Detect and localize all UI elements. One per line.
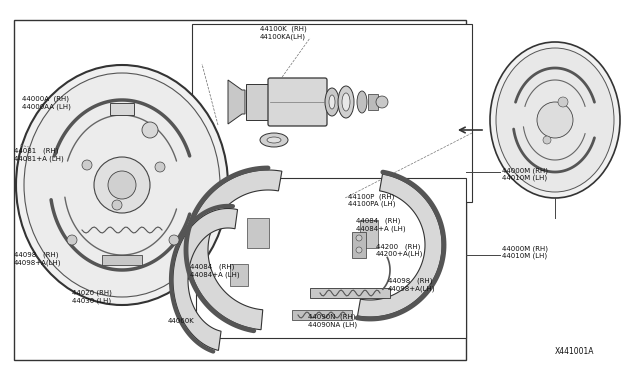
Bar xyxy=(292,310,352,320)
Ellipse shape xyxy=(490,42,620,198)
Text: X441001A: X441001A xyxy=(555,347,595,356)
Bar xyxy=(14,20,466,360)
Circle shape xyxy=(112,200,122,210)
Circle shape xyxy=(94,157,150,213)
Ellipse shape xyxy=(342,93,350,111)
Bar xyxy=(196,178,466,338)
Text: 44020 (RH)
44030 (LH): 44020 (RH) 44030 (LH) xyxy=(72,290,112,304)
Bar xyxy=(110,103,134,115)
Text: 44090N  (RH)
44090NA (LH): 44090N (RH) 44090NA (LH) xyxy=(308,314,357,328)
Text: 44081   (RH)
44081+A (LH): 44081 (RH) 44081+A (LH) xyxy=(14,148,64,162)
Circle shape xyxy=(142,122,158,138)
Circle shape xyxy=(169,235,179,245)
Circle shape xyxy=(537,102,573,138)
Text: 44200   (RH)
44200+A(LH): 44200 (RH) 44200+A(LH) xyxy=(376,243,424,257)
Circle shape xyxy=(543,136,551,144)
Bar xyxy=(230,264,248,286)
Text: 44084   (RH)
44084+A (LH): 44084 (RH) 44084+A (LH) xyxy=(356,218,406,232)
Bar xyxy=(247,218,269,248)
Circle shape xyxy=(82,160,92,170)
Text: 44100P  (RH)
44100PA (LH): 44100P (RH) 44100PA (LH) xyxy=(348,193,396,207)
Ellipse shape xyxy=(329,95,335,109)
Circle shape xyxy=(155,162,165,172)
Bar xyxy=(360,220,378,248)
Ellipse shape xyxy=(357,91,367,113)
Bar xyxy=(368,94,378,110)
Bar xyxy=(246,84,268,120)
Text: 44000A  (RH)
44000AA (LH): 44000A (RH) 44000AA (LH) xyxy=(22,96,71,110)
Circle shape xyxy=(558,97,568,107)
Circle shape xyxy=(356,247,362,253)
Text: 44084   (RH)
44084+A (LH): 44084 (RH) 44084+A (LH) xyxy=(190,264,239,278)
Polygon shape xyxy=(228,80,245,124)
Polygon shape xyxy=(358,174,442,317)
Text: 44098   (RH)
44098+A(LH): 44098 (RH) 44098+A(LH) xyxy=(388,278,435,292)
Text: 44000M (RH)
44010M (LH): 44000M (RH) 44010M (LH) xyxy=(502,245,548,259)
Circle shape xyxy=(376,96,388,108)
Ellipse shape xyxy=(260,133,288,147)
Ellipse shape xyxy=(16,65,228,305)
Bar xyxy=(192,24,472,202)
Bar xyxy=(310,288,390,298)
Polygon shape xyxy=(188,170,282,330)
Bar xyxy=(102,255,142,265)
Ellipse shape xyxy=(496,48,614,192)
Bar xyxy=(352,232,366,258)
Text: 44098   (RH)
44098+A(LH): 44098 (RH) 44098+A(LH) xyxy=(14,252,61,266)
Circle shape xyxy=(356,235,362,241)
Ellipse shape xyxy=(325,88,339,116)
Ellipse shape xyxy=(267,137,281,143)
Ellipse shape xyxy=(338,86,354,118)
Text: 44000M (RH)
44010M (LH): 44000M (RH) 44010M (LH) xyxy=(502,167,548,181)
FancyBboxPatch shape xyxy=(268,78,327,126)
Ellipse shape xyxy=(24,73,220,297)
Circle shape xyxy=(108,171,136,199)
Polygon shape xyxy=(173,209,237,350)
Text: 44060K: 44060K xyxy=(168,318,195,324)
Text: 44100K  (RH)
44100KA(LH): 44100K (RH) 44100KA(LH) xyxy=(260,26,307,40)
Circle shape xyxy=(67,235,77,245)
